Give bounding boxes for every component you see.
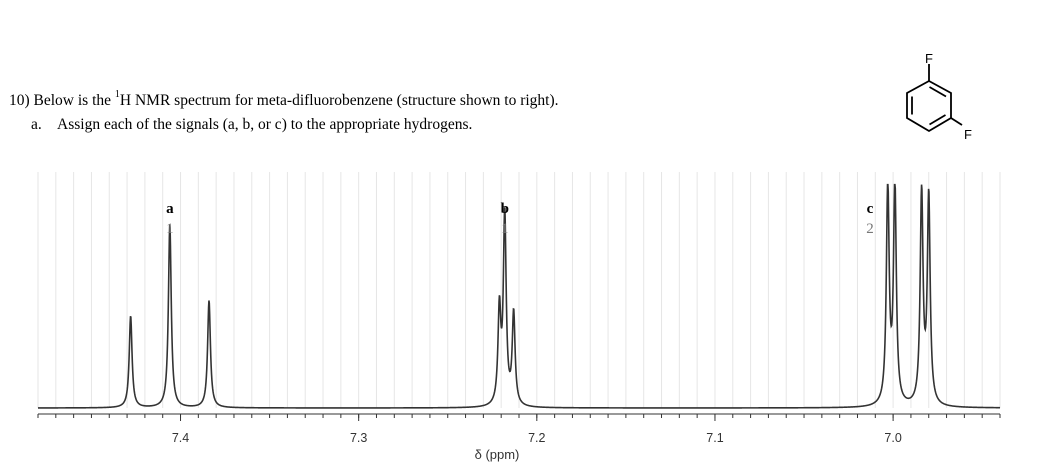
x-tick-label: 7.4 bbox=[172, 431, 189, 445]
isotope-superscript: 1 bbox=[114, 89, 120, 100]
signal-letter-a: a bbox=[166, 201, 174, 217]
fluorine-label-top: F bbox=[925, 51, 933, 66]
aromatic-bond-1 bbox=[929, 86, 947, 98]
benzene-ring bbox=[906, 79, 952, 133]
question-item-a: a. Assign each of the signals (a, b, or … bbox=[31, 116, 473, 134]
signal-integration-c: 2 bbox=[866, 221, 874, 237]
signal-letter-c: c bbox=[867, 201, 874, 217]
question-prefix: 10) Below is the bbox=[9, 92, 115, 109]
signal-labels: a 1 b 1 c 2 bbox=[166, 201, 874, 237]
item-text: Assign each of the signals (a, b, or c) … bbox=[57, 116, 473, 133]
grid-lines bbox=[37, 172, 1001, 408]
fluorine-label-right: F bbox=[964, 127, 972, 142]
signal-integration-a: 1 bbox=[166, 221, 174, 237]
spectrum-trace bbox=[38, 183, 1000, 409]
question-text: 10) Below is the 1H NMR spectrum for met… bbox=[9, 89, 559, 110]
x-tick-label: 7.0 bbox=[884, 431, 901, 445]
x-axis: 7.4 7.3 7.2 7.1 7.0 bbox=[37, 413, 1001, 445]
signal-integration-b: 1 bbox=[501, 221, 509, 237]
x-tick-label: 7.2 bbox=[528, 431, 545, 445]
x-axis-title: δ (ppm) bbox=[475, 447, 520, 462]
question-suffix: H NMR spectrum for meta-difluorobenzene … bbox=[119, 92, 559, 109]
x-tick-label: 7.1 bbox=[706, 431, 723, 445]
aromatic-bond-2 bbox=[929, 114, 946, 126]
signal-letter-b: b bbox=[501, 201, 509, 217]
item-letter: a. bbox=[31, 116, 42, 133]
x-tick-label: 7.3 bbox=[350, 431, 367, 445]
c-f-bond-right bbox=[950, 117, 963, 126]
difluorobenzene-structure: F F bbox=[906, 51, 972, 142]
